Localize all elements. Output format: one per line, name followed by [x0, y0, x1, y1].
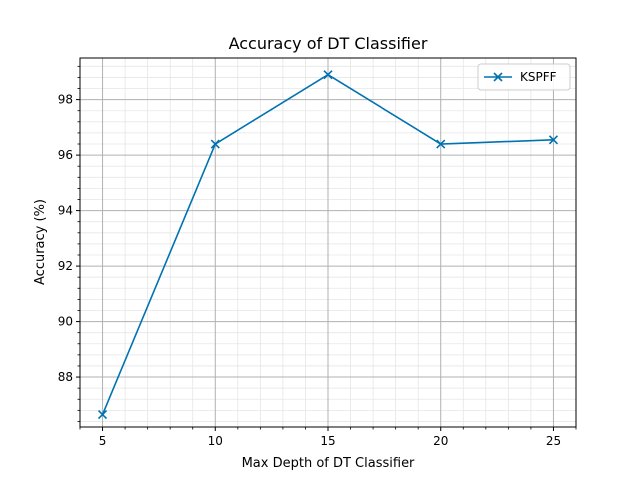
y-tick-label: 94: [58, 204, 73, 218]
y-axis-ticks: 88 90 92 94 96 98: [58, 65, 80, 422]
legend: KSPFF: [477, 63, 571, 91]
legend-box: [477, 63, 571, 91]
x-axis-ticks: 5 10 15 20 25: [79, 427, 577, 448]
x-axis-label: Max Depth of DT Classifier: [242, 456, 415, 471]
y-tick-label: 92: [58, 259, 73, 273]
x-tick-label: 10: [208, 434, 223, 448]
x-tick-label: 15: [320, 434, 335, 448]
y-axis-label: Accuracy (%): [33, 199, 48, 285]
data-point-marker: [548, 135, 559, 145]
x-tick-label: 5: [99, 434, 107, 448]
series-layer: [97, 70, 559, 420]
y-tick-label: 96: [58, 148, 73, 162]
major-grid: [80, 58, 576, 427]
data-point-marker: [323, 70, 333, 80]
data-point-marker: [436, 139, 446, 149]
data-point-marker: [210, 139, 220, 149]
x-tick-label: 25: [546, 434, 561, 448]
y-tick-label: 90: [58, 315, 73, 329]
x-tick-label: 20: [433, 434, 448, 448]
chart-title: Accuracy of DT Classifier: [229, 34, 428, 53]
legend-marker-sample: [493, 72, 503, 82]
data-point-marker: [97, 409, 108, 420]
y-tick-label: 88: [58, 370, 73, 384]
y-tick-label: 98: [58, 93, 73, 107]
legend-label: KSPFF: [520, 70, 557, 84]
